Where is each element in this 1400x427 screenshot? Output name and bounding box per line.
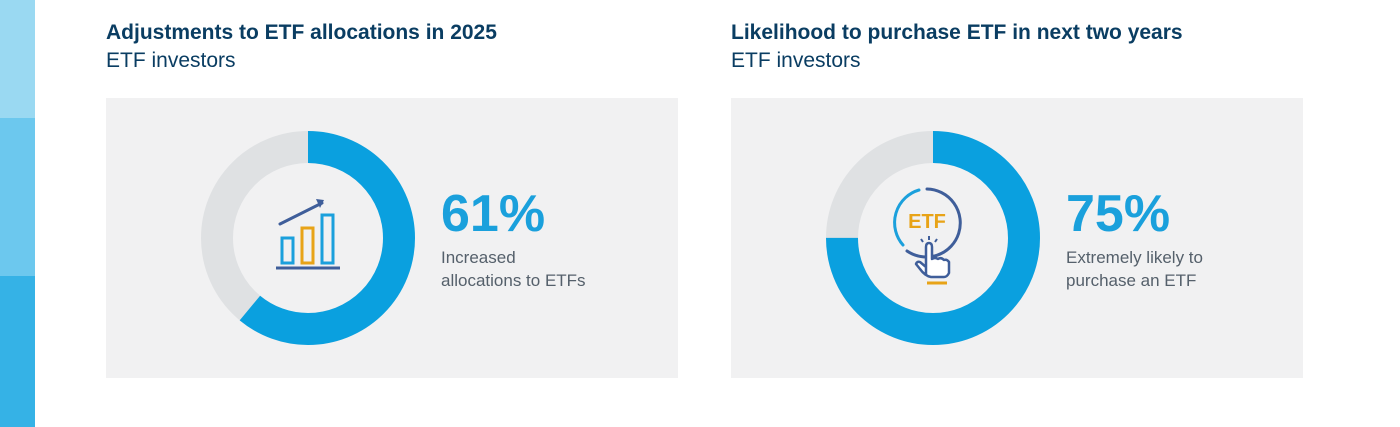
- allocation-adjustments-panel: Adjustments to ETF allocations in 2025 E…: [106, 20, 678, 378]
- etf-icon-label: ETF: [908, 211, 946, 233]
- donut-chart: [826, 131, 1040, 345]
- panel-title: Adjustments to ETF allocations in 2025: [106, 21, 497, 44]
- donut-value-slice: [826, 131, 1040, 345]
- purchase-likelihood-panel: Likelihood to purchase ETF in next two y…: [731, 20, 1303, 378]
- caption: Increased allocations to ETFs: [441, 248, 586, 290]
- panel-title: Likelihood to purchase ETF in next two y…: [731, 21, 1183, 44]
- donut-svg: [826, 131, 1040, 345]
- percent-value: 75%: [1066, 185, 1171, 243]
- side-band-middle: [0, 118, 35, 276]
- side-band-top: [0, 0, 35, 118]
- etf-click-icon: ETF: [893, 187, 971, 285]
- chart-card: ETF 75% Extremely likely to purchase an …: [731, 98, 1303, 378]
- percent-value: 61%: [441, 185, 546, 243]
- caption: Extremely likely to purchase an ETF: [1066, 248, 1203, 290]
- growth-bar-chart-icon: [270, 195, 346, 283]
- panel-subtitle: ETF investors: [106, 49, 236, 72]
- donut-chart: [201, 131, 415, 345]
- side-band-bottom: [0, 276, 35, 427]
- donut-svg: [201, 131, 415, 345]
- chart-card: 61% Increased allocations to ETFs: [106, 98, 678, 378]
- panel-subtitle: ETF investors: [731, 49, 861, 72]
- donut-value-slice: [201, 131, 415, 345]
